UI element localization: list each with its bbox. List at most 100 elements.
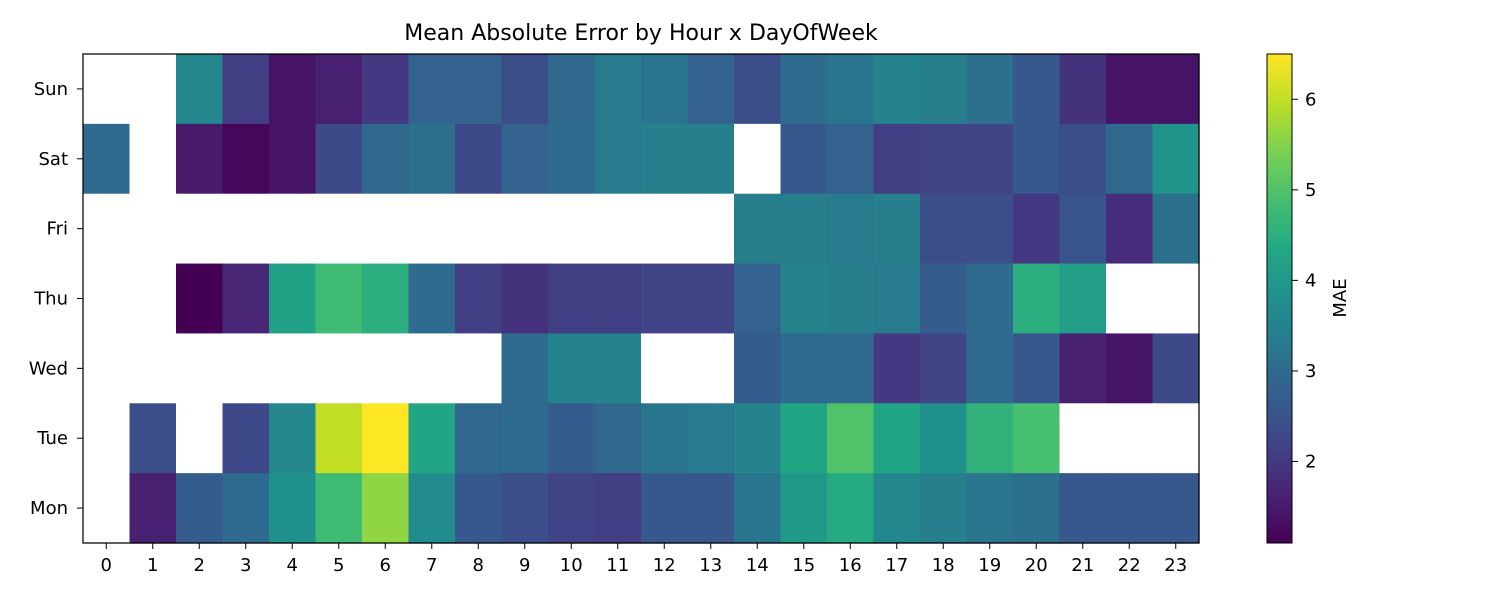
heatmap-cell: [408, 333, 456, 404]
heatmap-cell: [129, 263, 177, 335]
heatmap-cell: [501, 403, 549, 474]
heatmap-cell: [83, 473, 131, 544]
heatmap-cell: [129, 123, 177, 195]
heatmap-cell: [827, 123, 875, 195]
heatmap-cell: [873, 263, 921, 335]
heatmap-cell: [780, 193, 828, 265]
heatmap-cell: [548, 333, 596, 404]
heatmap-cell: [594, 263, 642, 335]
heatmap-cell: [315, 123, 363, 195]
heatmap-cell: [1013, 333, 1061, 404]
heatmap-cell: [966, 473, 1014, 544]
heatmap-cell: [641, 333, 689, 404]
heatmap-cell: [455, 333, 503, 404]
colorbar-ticks: 2 3 4 5 6: [1292, 89, 1316, 473]
heatmap-cell: [1013, 123, 1061, 195]
heatmap-cell: [641, 54, 689, 125]
heatmap-cell: [966, 54, 1014, 125]
heatmap-cell: [1106, 54, 1154, 125]
heatmap-cell: [455, 263, 503, 335]
heatmap-cell: [315, 333, 363, 404]
heatmap-cell: [408, 263, 456, 335]
heatmap-cell: [83, 193, 131, 265]
heatmap-cell: [1152, 403, 1200, 474]
heatmap-cell: [501, 54, 549, 125]
heatmap-cell: [176, 333, 224, 404]
heatmap-cells: [83, 54, 1200, 544]
x-tick-label: 6: [380, 555, 391, 576]
heatmap-cell: [362, 54, 410, 125]
heatmap-cell: [827, 263, 875, 335]
colorbar-tick-label: 2: [1305, 452, 1316, 473]
heatmap-cell: [176, 403, 224, 474]
heatmap-cell: [362, 123, 410, 195]
heatmap-cell: [594, 193, 642, 265]
heatmap-cell: [315, 193, 363, 265]
heatmap-cell: [920, 473, 968, 544]
x-tick-label: 23: [1164, 555, 1187, 576]
heatmap-cell: [1106, 193, 1154, 265]
x-tick-label: 12: [653, 555, 676, 576]
heatmap-cell: [548, 54, 596, 125]
y-tick-label: Wed: [29, 358, 68, 379]
heatmap-cell: [1106, 333, 1154, 404]
heatmap-cell: [408, 123, 456, 195]
x-tick-label: 14: [746, 555, 769, 576]
heatmap-cell: [1152, 54, 1200, 125]
heatmap-cell: [920, 193, 968, 265]
heatmap-cell: [594, 403, 642, 474]
heatmap-cell: [1059, 123, 1107, 195]
colorbar: 2 3 4 5 6 MAE: [1266, 53, 1351, 544]
colorbar-tick-label: 3: [1305, 361, 1316, 382]
heatmap-cell: [827, 473, 875, 544]
heatmap-cell: [873, 333, 921, 404]
x-tick-label: 4: [287, 555, 298, 576]
heatmap-cell: [408, 473, 456, 544]
y-tick-label: Tue: [36, 428, 68, 449]
heatmap-cell: [873, 54, 921, 125]
heatmap-cell: [1013, 403, 1061, 474]
heatmap-cell: [734, 333, 782, 404]
heatmap-cell: [455, 473, 503, 544]
heatmap-cell: [873, 473, 921, 544]
heatmap-cell: [687, 54, 735, 125]
heatmap-cell: [1106, 473, 1154, 544]
heatmap-cell: [548, 473, 596, 544]
heatmap-cell: [1059, 54, 1107, 125]
chart-title: Mean Absolute Error by Hour x DayOfWeek: [404, 21, 878, 46]
heatmap-cell: [548, 263, 596, 335]
heatmap-cell: [222, 54, 270, 125]
heatmap-cell: [873, 193, 921, 265]
heatmap-cell: [734, 123, 782, 195]
heatmap-cell: [501, 263, 549, 335]
heatmap-cell: [1152, 333, 1200, 404]
heatmap-cell: [780, 403, 828, 474]
heatmap-cell: [176, 473, 224, 544]
x-tick-label: 5: [333, 555, 344, 576]
heatmap-cell: [548, 123, 596, 195]
heatmap-cell: [129, 403, 177, 474]
heatmap-cell: [408, 403, 456, 474]
heatmap-cell: [83, 333, 131, 404]
heatmap-cell: [1059, 193, 1107, 265]
x-tick-label: 2: [194, 555, 205, 576]
heatmap-cell: [408, 54, 456, 125]
heatmap-cell: [315, 473, 363, 544]
x-tick-label: 1: [147, 555, 158, 576]
heatmap-cell: [222, 263, 270, 335]
heatmap-cell: [827, 54, 875, 125]
heatmap-cell: [1013, 263, 1061, 335]
heatmap-cell: [687, 123, 735, 195]
heatmap-cell: [687, 333, 735, 404]
heatmap-cell: [920, 54, 968, 125]
heatmap-cell: [362, 333, 410, 404]
x-tick-label: 22: [1118, 555, 1141, 576]
heatmap-cell: [269, 54, 317, 125]
heatmap-cell: [269, 403, 317, 474]
heatmap-cell: [827, 403, 875, 474]
heatmap-cell: [1106, 123, 1154, 195]
colorbar-tick-label: 5: [1305, 180, 1316, 201]
heatmap-cell: [920, 333, 968, 404]
x-tick-label: 20: [1025, 555, 1048, 576]
x-tick-label: 8: [473, 555, 484, 576]
